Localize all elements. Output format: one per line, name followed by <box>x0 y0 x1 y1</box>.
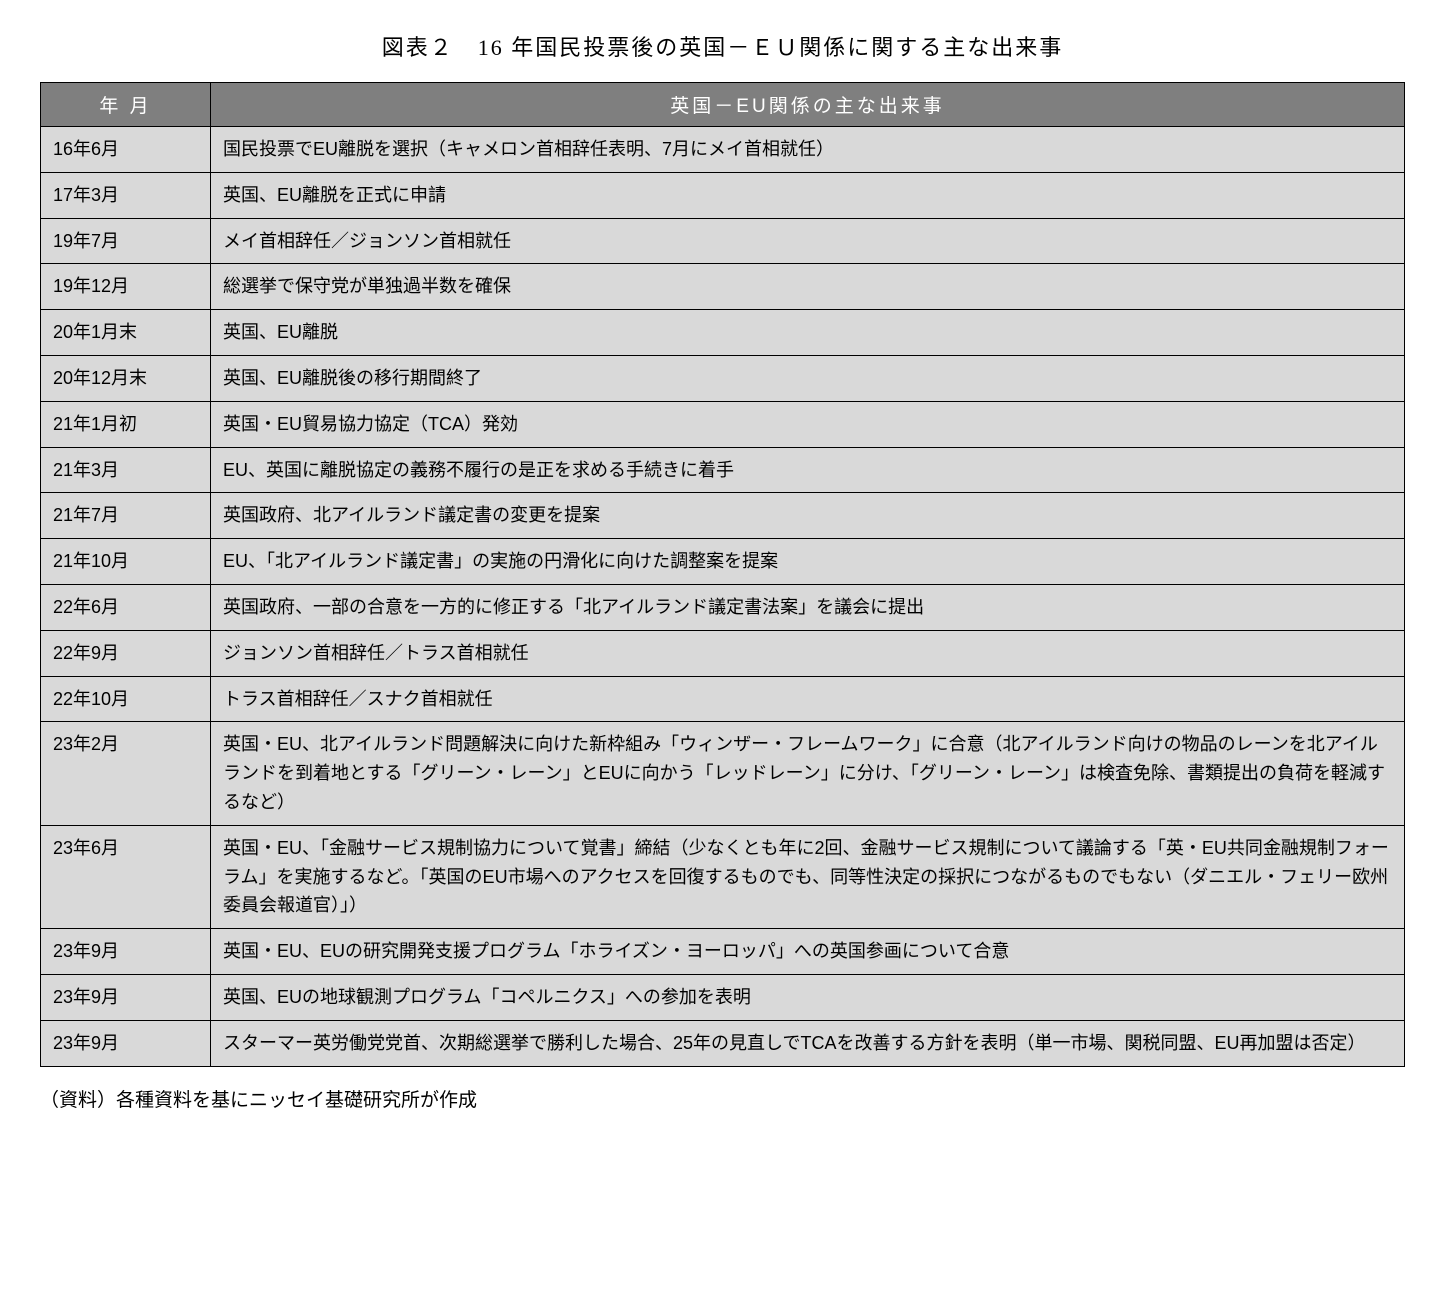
cell-event: ジョンソン首相辞任／トラス首相就任 <box>211 630 1405 676</box>
table-row: 21年1月初英国・EU貿易協力協定（TCA）発効 <box>41 401 1405 447</box>
cell-event: 英国・EU、EUの研究開発支援プログラム「ホライズン・ヨーロッパ」への英国参画に… <box>211 929 1405 975</box>
cell-date: 23年9月 <box>41 1020 211 1066</box>
cell-date: 19年7月 <box>41 218 211 264</box>
cell-date: 22年9月 <box>41 630 211 676</box>
cell-event: 英国、EU離脱後の移行期間終了 <box>211 355 1405 401</box>
table-row: 19年12月総選挙で保守党が単独過半数を確保 <box>41 264 1405 310</box>
table-row: 17年3月英国、EU離脱を正式に申請 <box>41 172 1405 218</box>
cell-event: 国民投票でEU離脱を選択（キャメロン首相辞任表明、7月にメイ首相就任） <box>211 127 1405 173</box>
col-header-date: 年 月 <box>41 83 211 127</box>
cell-date: 20年1月末 <box>41 310 211 356</box>
cell-date: 17年3月 <box>41 172 211 218</box>
table-row: 20年1月末英国、EU離脱 <box>41 310 1405 356</box>
source-note: （資料）各種資料を基にニッセイ基礎研究所が作成 <box>40 1085 1405 1112</box>
table-row: 22年10月トラス首相辞任／スナク首相就任 <box>41 676 1405 722</box>
cell-date: 23年2月 <box>41 722 211 825</box>
table-row: 23年9月スターマー英労働党党首、次期総選挙で勝利した場合、25年の見直しでTC… <box>41 1020 1405 1066</box>
table-row: 22年9月ジョンソン首相辞任／トラス首相就任 <box>41 630 1405 676</box>
cell-event: 英国・EU貿易協力協定（TCA）発効 <box>211 401 1405 447</box>
table-row: 23年9月英国・EU、EUの研究開発支援プログラム「ホライズン・ヨーロッパ」への… <box>41 929 1405 975</box>
cell-event: メイ首相辞任／ジョンソン首相就任 <box>211 218 1405 264</box>
cell-event: 英国、EU離脱 <box>211 310 1405 356</box>
table-row: 23年6月英国・EU、「金融サービス規制協力について覚書」締結（少なくとも年に2… <box>41 825 1405 928</box>
cell-event: 英国、EUの地球観測プログラム「コペルニクス」への参加を表明 <box>211 974 1405 1020</box>
cell-date: 23年6月 <box>41 825 211 928</box>
cell-date: 23年9月 <box>41 974 211 1020</box>
cell-date: 19年12月 <box>41 264 211 310</box>
cell-event: 英国・EU、「金融サービス規制協力について覚書」締結（少なくとも年に2回、金融サ… <box>211 825 1405 928</box>
events-table: 年 月 英国－EU関係の主な出来事 16年6月国民投票でEU離脱を選択（キャメロ… <box>40 82 1405 1067</box>
col-header-event: 英国－EU関係の主な出来事 <box>211 83 1405 127</box>
cell-event: 英国政府、一部の合意を一方的に修正する「北アイルランド議定書法案」を議会に提出 <box>211 584 1405 630</box>
table-row: 23年9月英国、EUの地球観測プログラム「コペルニクス」への参加を表明 <box>41 974 1405 1020</box>
table-row: 22年6月英国政府、一部の合意を一方的に修正する「北アイルランド議定書法案」を議… <box>41 584 1405 630</box>
figure-title: 図表２ 16 年国民投票後の英国－ＥＵ関係に関する主な出来事 <box>40 30 1405 62</box>
cell-date: 16年6月 <box>41 127 211 173</box>
cell-event: 総選挙で保守党が単独過半数を確保 <box>211 264 1405 310</box>
cell-event: EU、英国に離脱協定の義務不履行の是正を求める手続きに着手 <box>211 447 1405 493</box>
cell-event: EU、「北アイルランド議定書」の実施の円滑化に向けた調整案を提案 <box>211 539 1405 585</box>
table-row: 19年7月メイ首相辞任／ジョンソン首相就任 <box>41 218 1405 264</box>
cell-event: 英国、EU離脱を正式に申請 <box>211 172 1405 218</box>
cell-event: 英国政府、北アイルランド議定書の変更を提案 <box>211 493 1405 539</box>
cell-date: 22年6月 <box>41 584 211 630</box>
table-row: 23年2月英国・EU、北アイルランド問題解決に向けた新枠組み「ウィンザー・フレー… <box>41 722 1405 825</box>
cell-event: トラス首相辞任／スナク首相就任 <box>211 676 1405 722</box>
cell-date: 21年3月 <box>41 447 211 493</box>
table-row: 21年7月英国政府、北アイルランド議定書の変更を提案 <box>41 493 1405 539</box>
cell-date: 20年12月末 <box>41 355 211 401</box>
cell-date: 21年10月 <box>41 539 211 585</box>
cell-date: 21年1月初 <box>41 401 211 447</box>
cell-date: 21年7月 <box>41 493 211 539</box>
table-row: 21年3月EU、英国に離脱協定の義務不履行の是正を求める手続きに着手 <box>41 447 1405 493</box>
table-header-row: 年 月 英国－EU関係の主な出来事 <box>41 83 1405 127</box>
table-row: 16年6月国民投票でEU離脱を選択（キャメロン首相辞任表明、7月にメイ首相就任） <box>41 127 1405 173</box>
table-body: 16年6月国民投票でEU離脱を選択（キャメロン首相辞任表明、7月にメイ首相就任）… <box>41 127 1405 1067</box>
table-row: 20年12月末英国、EU離脱後の移行期間終了 <box>41 355 1405 401</box>
cell-date: 22年10月 <box>41 676 211 722</box>
cell-date: 23年9月 <box>41 929 211 975</box>
cell-event: スターマー英労働党党首、次期総選挙で勝利した場合、25年の見直しでTCAを改善す… <box>211 1020 1405 1066</box>
table-row: 21年10月EU、「北アイルランド議定書」の実施の円滑化に向けた調整案を提案 <box>41 539 1405 585</box>
cell-event: 英国・EU、北アイルランド問題解決に向けた新枠組み「ウィンザー・フレームワーク」… <box>211 722 1405 825</box>
